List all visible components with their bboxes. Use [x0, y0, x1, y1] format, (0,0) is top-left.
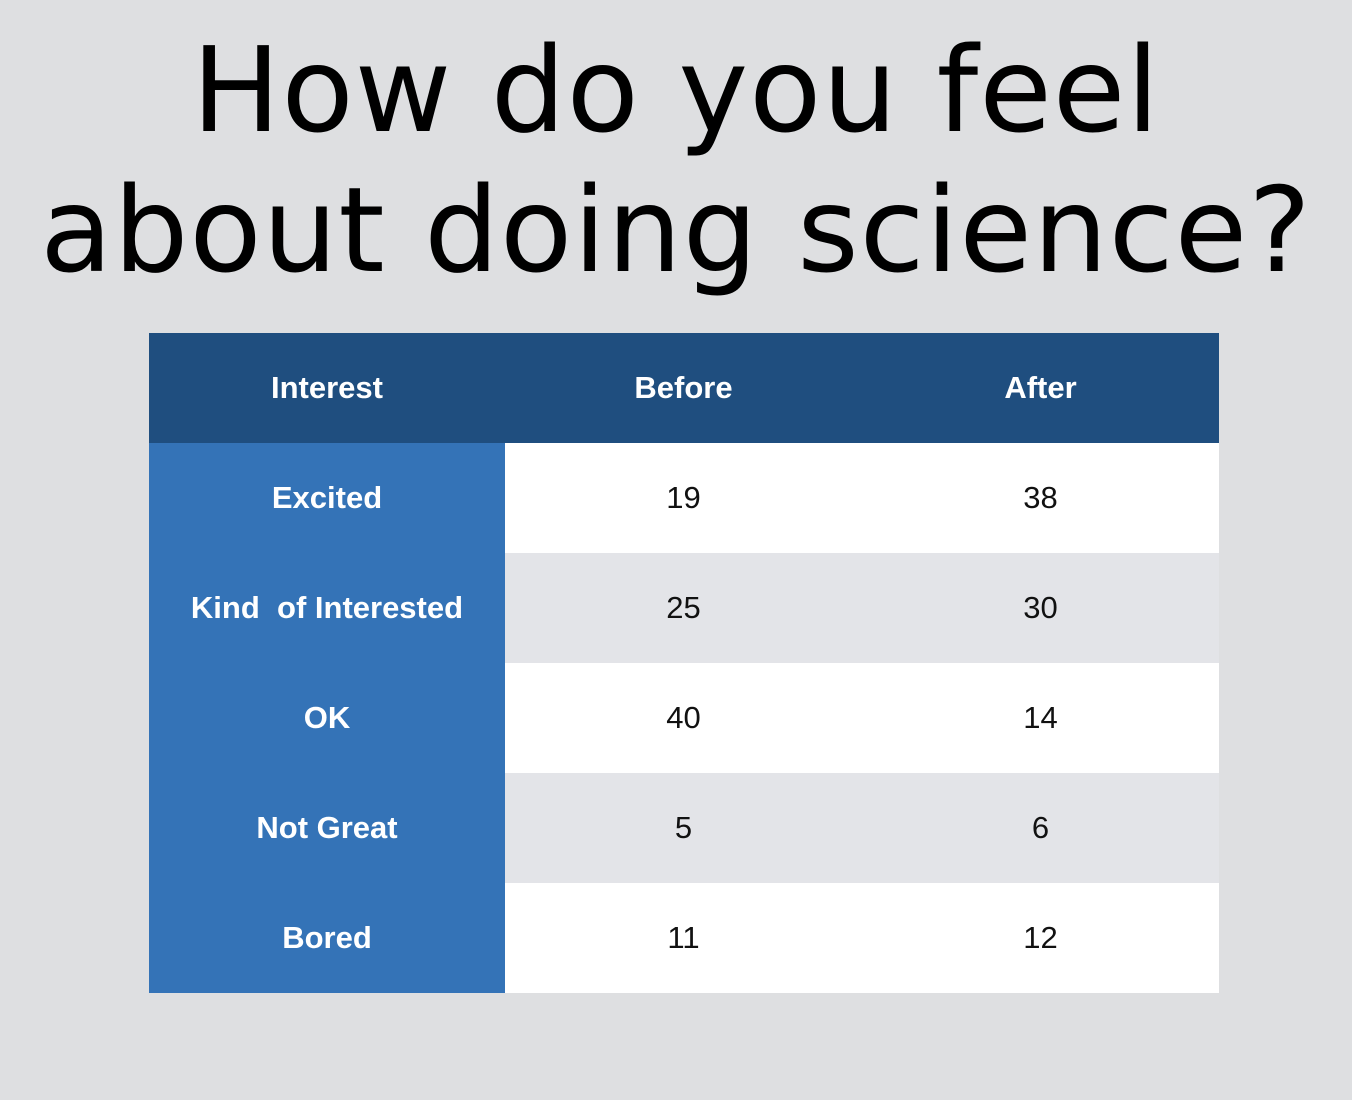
page-title: How do you feel about doing science?: [0, 20, 1352, 300]
table-header-row: Interest Before After: [149, 333, 1219, 443]
table-row: Excited 19 38: [149, 443, 1219, 553]
header-after: After: [862, 333, 1219, 443]
before-value: 11: [505, 883, 862, 993]
table-row: Not Great 5 6: [149, 773, 1219, 883]
after-value: 6: [862, 773, 1219, 883]
header-interest: Interest: [149, 333, 505, 443]
row-label: Excited: [149, 443, 505, 553]
title-line-1: How do you feel: [191, 21, 1161, 159]
after-value: 12: [862, 883, 1219, 993]
title-line-2: about doing science?: [40, 161, 1312, 299]
before-value: 19: [505, 443, 862, 553]
header-before: Before: [505, 333, 862, 443]
table-row: Bored 11 12: [149, 883, 1219, 993]
after-value: 14: [862, 663, 1219, 773]
interest-table-container: Interest Before After Excited 19 38 Kind…: [149, 333, 1219, 993]
after-value: 38: [862, 443, 1219, 553]
row-label: Not Great: [149, 773, 505, 883]
row-label: OK: [149, 663, 505, 773]
row-label: Kind of Interested: [149, 553, 505, 663]
before-value: 5: [505, 773, 862, 883]
interest-table: Interest Before After Excited 19 38 Kind…: [149, 333, 1219, 993]
row-label: Bored: [149, 883, 505, 993]
table-row: Kind of Interested 25 30: [149, 553, 1219, 663]
before-value: 40: [505, 663, 862, 773]
table-row: OK 40 14: [149, 663, 1219, 773]
before-value: 25: [505, 553, 862, 663]
after-value: 30: [862, 553, 1219, 663]
